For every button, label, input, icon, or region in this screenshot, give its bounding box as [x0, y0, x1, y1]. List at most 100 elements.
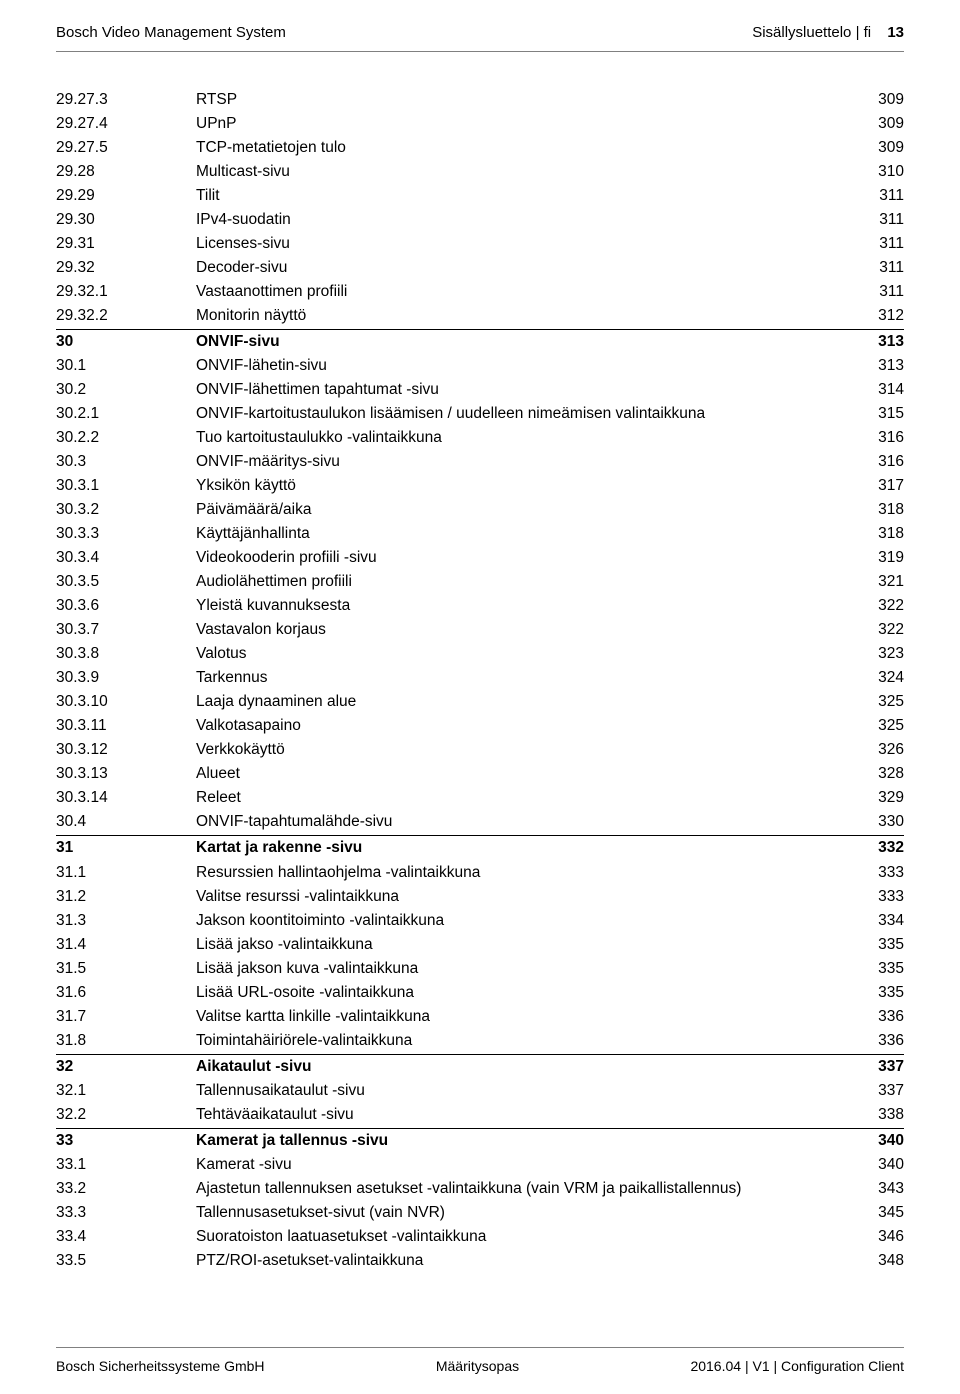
toc-section-title: Kamerat -sivu — [196, 1153, 854, 1177]
toc-section-title: Toimintahäiriörele-valintaikkuna — [196, 1029, 854, 1053]
toc-row[interactable]: 33.1Kamerat -sivu340 — [56, 1153, 904, 1177]
toc-page-number: 338 — [854, 1103, 904, 1127]
toc-row[interactable]: 30.2.2Tuo kartoitustaulukko -valintaikku… — [56, 426, 904, 450]
toc-row[interactable]: 30.3.9Tarkennus324 — [56, 666, 904, 690]
toc-page-number: 318 — [854, 522, 904, 546]
page-container: Bosch Video Management System Sisällyslu… — [0, 0, 960, 1273]
toc-row[interactable]: 33.4Suoratoiston laatuasetukset -valinta… — [56, 1225, 904, 1249]
toc-row[interactable]: 30.3.11Valkotasapaino325 — [56, 714, 904, 738]
toc-row[interactable]: 29.31Licenses-sivu311 — [56, 232, 904, 256]
toc-row[interactable]: 32.2Tehtäväaikataulut -sivu338 — [56, 1103, 904, 1129]
toc-row[interactable]: 31.4Lisää jakso -valintaikkuna335 — [56, 933, 904, 957]
toc-section-number: 33.1 — [56, 1153, 196, 1177]
toc-page-number: 340 — [854, 1153, 904, 1177]
toc-row[interactable]: 32Aikataulut -sivu337 — [56, 1055, 904, 1079]
toc-row[interactable]: 29.27.5TCP-metatietojen tulo309 — [56, 136, 904, 160]
toc-section-number: 29.30 — [56, 208, 196, 232]
toc-page-number: 340 — [854, 1129, 904, 1153]
toc-section-number: 29.27.5 — [56, 136, 196, 160]
toc-section-number: 32.1 — [56, 1079, 196, 1103]
toc-row[interactable]: 30ONVIF-sivu313 — [56, 330, 904, 354]
toc-section-number: 30.3.6 — [56, 594, 196, 618]
toc-section-number: 32.2 — [56, 1103, 196, 1127]
toc-section-number: 30.3.1 — [56, 474, 196, 498]
toc-row[interactable]: 32.1Tallennusaikataulut -sivu337 — [56, 1079, 904, 1103]
toc-row[interactable]: 30.3.13Alueet328 — [56, 762, 904, 786]
toc-page-number: 312 — [854, 304, 904, 328]
toc-section-number: 30.3 — [56, 450, 196, 474]
toc-page-number: 311 — [854, 256, 904, 280]
toc-row[interactable]: 30.3.7Vastavalon korjaus322 — [56, 618, 904, 642]
toc-section-number: 29.27.3 — [56, 88, 196, 112]
toc-page-number: 324 — [854, 666, 904, 690]
toc-section-number: 33.4 — [56, 1225, 196, 1249]
toc-row[interactable]: 29.28Multicast-sivu310 — [56, 160, 904, 184]
toc-row[interactable]: 30.3.14Releet329 — [56, 786, 904, 810]
toc-row[interactable]: 30.3.5Audiolähettimen profiili321 — [56, 570, 904, 594]
toc-section-title: PTZ/ROI-asetukset-valintaikkuna — [196, 1249, 854, 1273]
toc-row[interactable]: 29.32Decoder-sivu311 — [56, 256, 904, 280]
toc-section-number: 31.6 — [56, 981, 196, 1005]
footer-left: Bosch Sicherheitssysteme GmbH — [56, 1358, 265, 1374]
toc-row[interactable]: 30.3.4Videokooderin profiili -sivu319 — [56, 546, 904, 570]
toc-row[interactable]: 30.3.12Verkkokäyttö326 — [56, 738, 904, 762]
footer-center: Määritysopas — [436, 1358, 519, 1374]
toc-section-title: ONVIF-tapahtumalähde-sivu — [196, 810, 854, 834]
toc-row[interactable]: 29.27.4UPnP309 — [56, 112, 904, 136]
toc-page-number: 309 — [854, 136, 904, 160]
toc-section-number: 29.28 — [56, 160, 196, 184]
toc-row[interactable]: 33.3Tallennusasetukset-sivut (vain NVR)3… — [56, 1201, 904, 1225]
toc-row[interactable]: 29.30IPv4-suodatin311 — [56, 208, 904, 232]
toc-section-title: Tehtäväaikataulut -sivu — [196, 1103, 854, 1127]
toc-row[interactable]: 31Kartat ja rakenne -sivu332 — [56, 836, 904, 860]
toc-page-number: 315 — [854, 402, 904, 426]
toc-row[interactable]: 30.3.8Valotus323 — [56, 642, 904, 666]
toc-row[interactable]: 31.8Toimintahäiriörele-valintaikkuna336 — [56, 1029, 904, 1055]
toc-row[interactable]: 30.2ONVIF-lähettimen tapahtumat -sivu314 — [56, 378, 904, 402]
toc-page-number: 313 — [854, 354, 904, 378]
toc-row[interactable]: 29.29Tilit311 — [56, 184, 904, 208]
toc-row[interactable]: 29.32.2Monitorin näyttö312 — [56, 304, 904, 330]
toc-section-number: 29.27.4 — [56, 112, 196, 136]
toc-section-number: 30.3.8 — [56, 642, 196, 666]
toc-row[interactable]: 30.2.1ONVIF-kartoitustaulukon lisäämisen… — [56, 402, 904, 426]
toc-section-title: Monitorin näyttö — [196, 304, 854, 328]
toc-row[interactable]: 29.27.3RTSP309 — [56, 88, 904, 112]
toc-page-number: 337 — [854, 1055, 904, 1079]
toc-row[interactable]: 31.3Jakson koontitoiminto -valintaikkuna… — [56, 909, 904, 933]
toc-page-number: 316 — [854, 450, 904, 474]
toc-page-number: 323 — [854, 642, 904, 666]
toc-row[interactable]: 30.3.3Käyttäjänhallinta318 — [56, 522, 904, 546]
toc-row[interactable]: 31.1Resurssien hallintaohjelma -valintai… — [56, 861, 904, 885]
toc-row[interactable]: 30.4ONVIF-tapahtumalähde-sivu330 — [56, 810, 904, 836]
toc-row[interactable]: 31.7Valitse kartta linkille -valintaikku… — [56, 1005, 904, 1029]
toc-row[interactable]: 33.2Ajastetun tallennuksen asetukset -va… — [56, 1177, 904, 1201]
toc-row[interactable]: 30.1ONVIF-lähetin-sivu313 — [56, 354, 904, 378]
toc-row[interactable]: 30.3.1Yksikön käyttö317 — [56, 474, 904, 498]
toc-page-number: 346 — [854, 1225, 904, 1249]
toc-row[interactable]: 33.5PTZ/ROI-asetukset-valintaikkuna348 — [56, 1249, 904, 1273]
toc-row[interactable]: 31.6Lisää URL-osoite -valintaikkuna335 — [56, 981, 904, 1005]
toc-row[interactable]: 31.2Valitse resurssi -valintaikkuna333 — [56, 885, 904, 909]
toc-section-title: Verkkokäyttö — [196, 738, 854, 762]
toc-row[interactable]: 30.3.2Päivämäärä/aika318 — [56, 498, 904, 522]
toc-section-number: 29.29 — [56, 184, 196, 208]
toc-section-number: 29.32.2 — [56, 304, 196, 328]
toc-section-title: Valitse resurssi -valintaikkuna — [196, 885, 854, 909]
toc-row[interactable]: 29.32.1Vastaanottimen profiili311 — [56, 280, 904, 304]
toc-section-number: 33.3 — [56, 1201, 196, 1225]
header-right: Sisällysluettelo | fi 13 — [752, 24, 904, 41]
toc-page-number: 311 — [854, 208, 904, 232]
toc-section-title: Laaja dynaaminen alue — [196, 690, 854, 714]
toc-section-number: 30.3.7 — [56, 618, 196, 642]
toc-section-number: 33.2 — [56, 1177, 196, 1201]
toc-page-number: 317 — [854, 474, 904, 498]
toc-row[interactable]: 33Kamerat ja tallennus -sivu340 — [56, 1129, 904, 1153]
toc-section-title: ONVIF-kartoitustaulukon lisäämisen / uud… — [196, 402, 854, 426]
toc-section-title: Tallennusasetukset-sivut (vain NVR) — [196, 1201, 854, 1225]
toc-row[interactable]: 30.3ONVIF-määritys-sivu316 — [56, 450, 904, 474]
toc-row[interactable]: 31.5Lisää jakson kuva -valintaikkuna335 — [56, 957, 904, 981]
toc-section-title: Licenses-sivu — [196, 232, 854, 256]
toc-row[interactable]: 30.3.10Laaja dynaaminen alue325 — [56, 690, 904, 714]
toc-row[interactable]: 30.3.6Yleistä kuvannuksesta322 — [56, 594, 904, 618]
